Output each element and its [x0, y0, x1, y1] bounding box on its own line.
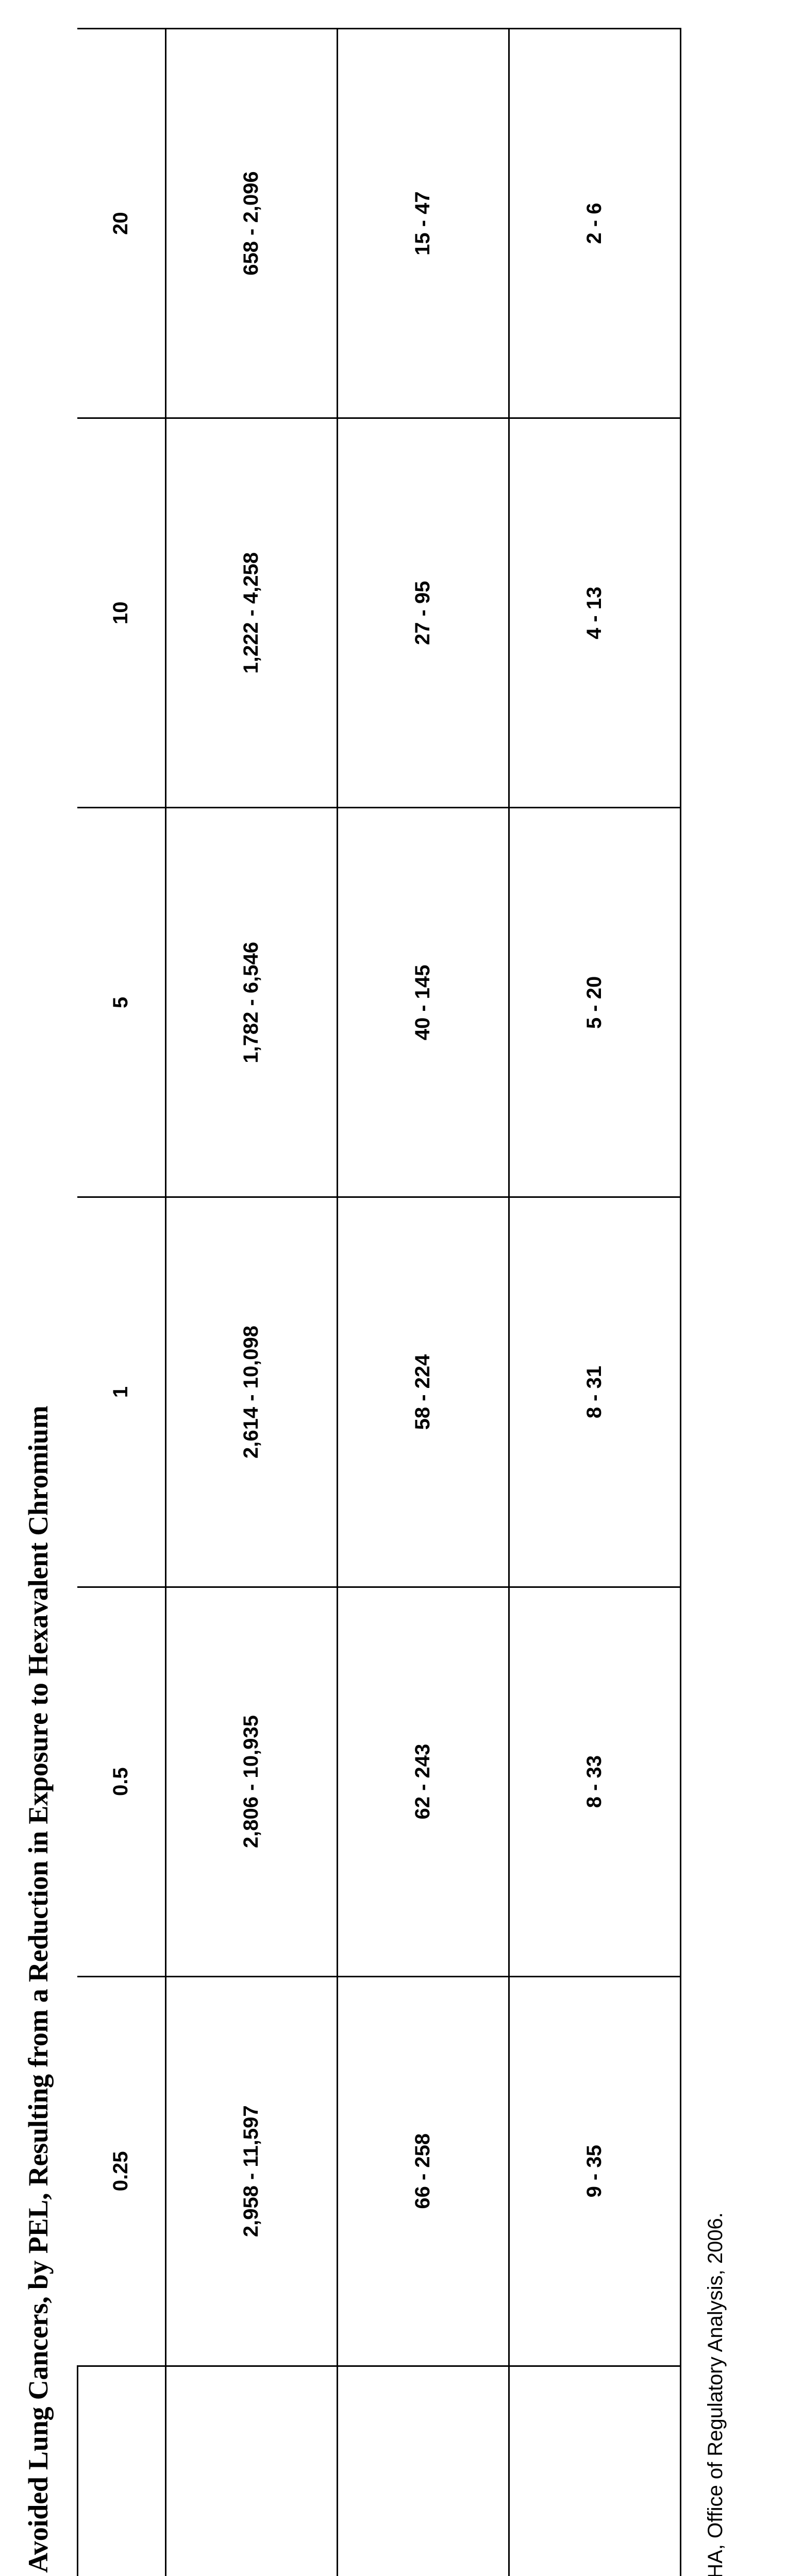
pel-units-header: PEL (µg/m3) — [77, 2366, 166, 2576]
cell-r2-c3: 5 - 20 — [509, 807, 681, 1197]
cell-r2-c1: 8 - 33 — [509, 1587, 681, 1977]
cell-r2-c2: 8 - 31 — [509, 1197, 681, 1587]
column-header-3: 5 — [77, 807, 166, 1197]
cell-r2-c5: 2 - 6 — [509, 28, 681, 418]
cell-r2-c4: 4 - 13 — [509, 418, 681, 808]
cell-r2-c0: 9 - 35 — [509, 1976, 681, 2366]
cell-r1-c4: 27 - 95 — [337, 418, 509, 808]
cell-r1-c0: 66 - 258 — [337, 1976, 509, 2366]
column-header-5: 20 — [77, 28, 166, 418]
table-row: Total Avoided Lung Cancer Deaths 2,958 -… — [165, 28, 338, 2576]
cell-r0-c5: 658 - 2,096 — [165, 28, 338, 418]
table-row: Annual Avoided Non-Fatal Cancers 9 - 35 … — [509, 28, 681, 2576]
column-header-0: 0.25 — [77, 1976, 166, 2366]
header-row: PEL (µg/m3) 0.25 0.5 1 5 10 20 — [77, 28, 166, 2576]
cell-r0-c1: 2,806 - 10,935 — [165, 1587, 338, 1977]
cell-r0-c0: 2,958 - 11,597 — [165, 1976, 338, 2366]
cell-r1-c1: 62 - 243 — [337, 1587, 509, 1977]
row-label-2: Annual Avoided Non-Fatal Cancers — [509, 2366, 681, 2576]
table-header: PEL (µg/m3) 0.25 0.5 1 5 10 20 — [77, 28, 166, 2576]
cell-r0-c3: 1,782 - 6,546 — [165, 807, 338, 1197]
column-header-1: 0.5 — [77, 1587, 166, 1977]
table-body: Total Avoided Lung Cancer Deaths 2,958 -… — [165, 28, 681, 2576]
avoided-lung-cancers-table: PEL (µg/m3) 0.25 0.5 1 5 10 20 Total Avo… — [77, 28, 681, 2576]
cell-r0-c4: 1,222 - 4,258 — [165, 418, 338, 808]
column-header-2: 1 — [77, 1197, 166, 1587]
source-note: Source: U.S. Dept. of Labor, OSHA, Offic… — [704, 2212, 727, 2576]
cell-r1-c5: 15 - 47 — [337, 28, 509, 418]
cell-r1-c2: 58 - 224 — [337, 1197, 509, 1587]
cell-r1-c3: 40 - 145 — [337, 807, 509, 1197]
table-row: Annual Avoided Lung Cancer Deaths 66 - 2… — [337, 28, 509, 2576]
column-header-4: 10 — [77, 418, 166, 808]
table-title: Table VIII-10. Estimated Avoided Lung Ca… — [23, 1405, 54, 2576]
row-label-1: Annual Avoided Lung Cancer Deaths — [337, 2366, 509, 2576]
cell-r0-c2: 2,614 - 10,098 — [165, 1197, 338, 1587]
row-label-0: Total Avoided Lung Cancer Deaths — [165, 2366, 338, 2576]
